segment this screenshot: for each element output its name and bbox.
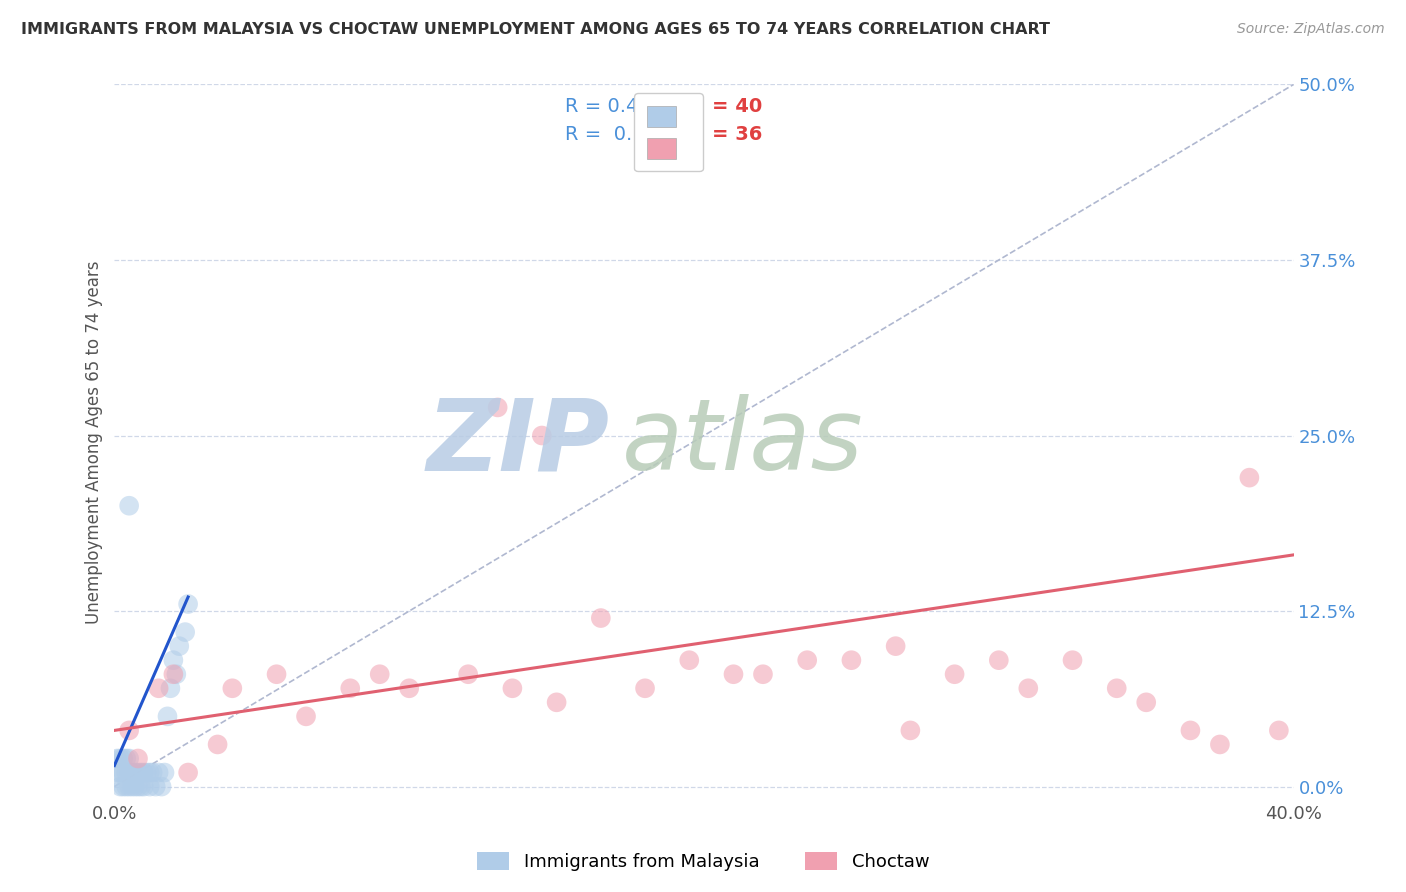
Point — [156, 709, 179, 723]
Point — [486, 401, 509, 415]
Point — [634, 681, 657, 696]
Point — [221, 681, 243, 696]
Point — [139, 765, 162, 780]
Point — [457, 667, 479, 681]
Y-axis label: Unemployment Among Ages 65 to 74 years: Unemployment Among Ages 65 to 74 years — [86, 260, 103, 624]
Point — [501, 681, 523, 696]
Point — [153, 765, 176, 780]
Point — [898, 723, 921, 738]
Point — [132, 780, 155, 794]
Point — [177, 765, 200, 780]
Point — [148, 765, 170, 780]
Point — [1268, 723, 1291, 738]
Point — [165, 667, 187, 681]
Point — [169, 639, 191, 653]
Text: atlas: atlas — [621, 394, 863, 491]
Point — [135, 765, 157, 780]
Point — [546, 695, 568, 709]
Point — [177, 597, 200, 611]
Text: ZIP: ZIP — [426, 394, 610, 491]
Point — [1062, 653, 1084, 667]
Point — [127, 751, 149, 765]
Point — [796, 653, 818, 667]
Point — [110, 765, 132, 780]
Point — [1180, 723, 1202, 738]
Point — [1239, 470, 1261, 484]
Point — [118, 499, 141, 513]
Point — [530, 428, 553, 442]
Point — [112, 765, 135, 780]
Point — [1017, 681, 1039, 696]
Point — [124, 780, 146, 794]
Point — [752, 667, 775, 681]
Point — [266, 667, 288, 681]
Point — [943, 667, 966, 681]
Point — [129, 765, 152, 780]
Point — [1135, 695, 1157, 709]
Point — [148, 681, 170, 696]
Point — [121, 780, 143, 794]
Point — [110, 751, 132, 765]
Point — [115, 780, 138, 794]
Point — [139, 780, 162, 794]
Text: R =  0.196: R = 0.196 — [565, 125, 669, 145]
Point — [174, 625, 197, 640]
Point — [150, 780, 173, 794]
Point — [142, 765, 165, 780]
Point — [118, 751, 141, 765]
Text: Source: ZipAtlas.com: Source: ZipAtlas.com — [1237, 22, 1385, 37]
Point — [1105, 681, 1128, 696]
Point — [987, 653, 1010, 667]
Point — [295, 709, 318, 723]
Point — [112, 751, 135, 765]
Point — [678, 653, 700, 667]
Point — [723, 667, 745, 681]
Point — [115, 751, 138, 765]
Point — [112, 780, 135, 794]
Point — [129, 780, 152, 794]
Text: IMMIGRANTS FROM MALAYSIA VS CHOCTAW UNEMPLOYMENT AMONG AGES 65 TO 74 YEARS CORRE: IMMIGRANTS FROM MALAYSIA VS CHOCTAW UNEM… — [21, 22, 1050, 37]
Point — [115, 765, 138, 780]
Point — [339, 681, 361, 696]
Point — [127, 780, 149, 794]
Point — [127, 765, 149, 780]
Legend: Immigrants from Malaysia, Choctaw: Immigrants from Malaysia, Choctaw — [470, 845, 936, 879]
Point — [118, 765, 141, 780]
Point — [159, 681, 181, 696]
Point — [884, 639, 907, 653]
Point — [105, 765, 128, 780]
Point — [398, 681, 420, 696]
Point — [118, 780, 141, 794]
Point — [589, 611, 612, 625]
Point — [110, 780, 132, 794]
Point — [368, 667, 391, 681]
Text: N = 40: N = 40 — [689, 96, 762, 116]
Point — [145, 780, 167, 794]
Point — [1209, 738, 1232, 752]
Point — [118, 723, 141, 738]
Point — [162, 653, 184, 667]
Point — [207, 738, 229, 752]
Point — [121, 765, 143, 780]
Point — [162, 667, 184, 681]
Point — [105, 751, 128, 765]
Point — [124, 765, 146, 780]
Point — [841, 653, 863, 667]
Point — [132, 765, 155, 780]
Text: R = 0.450: R = 0.450 — [565, 96, 664, 116]
Legend: , : , — [634, 94, 703, 171]
Text: N = 36: N = 36 — [689, 125, 762, 145]
